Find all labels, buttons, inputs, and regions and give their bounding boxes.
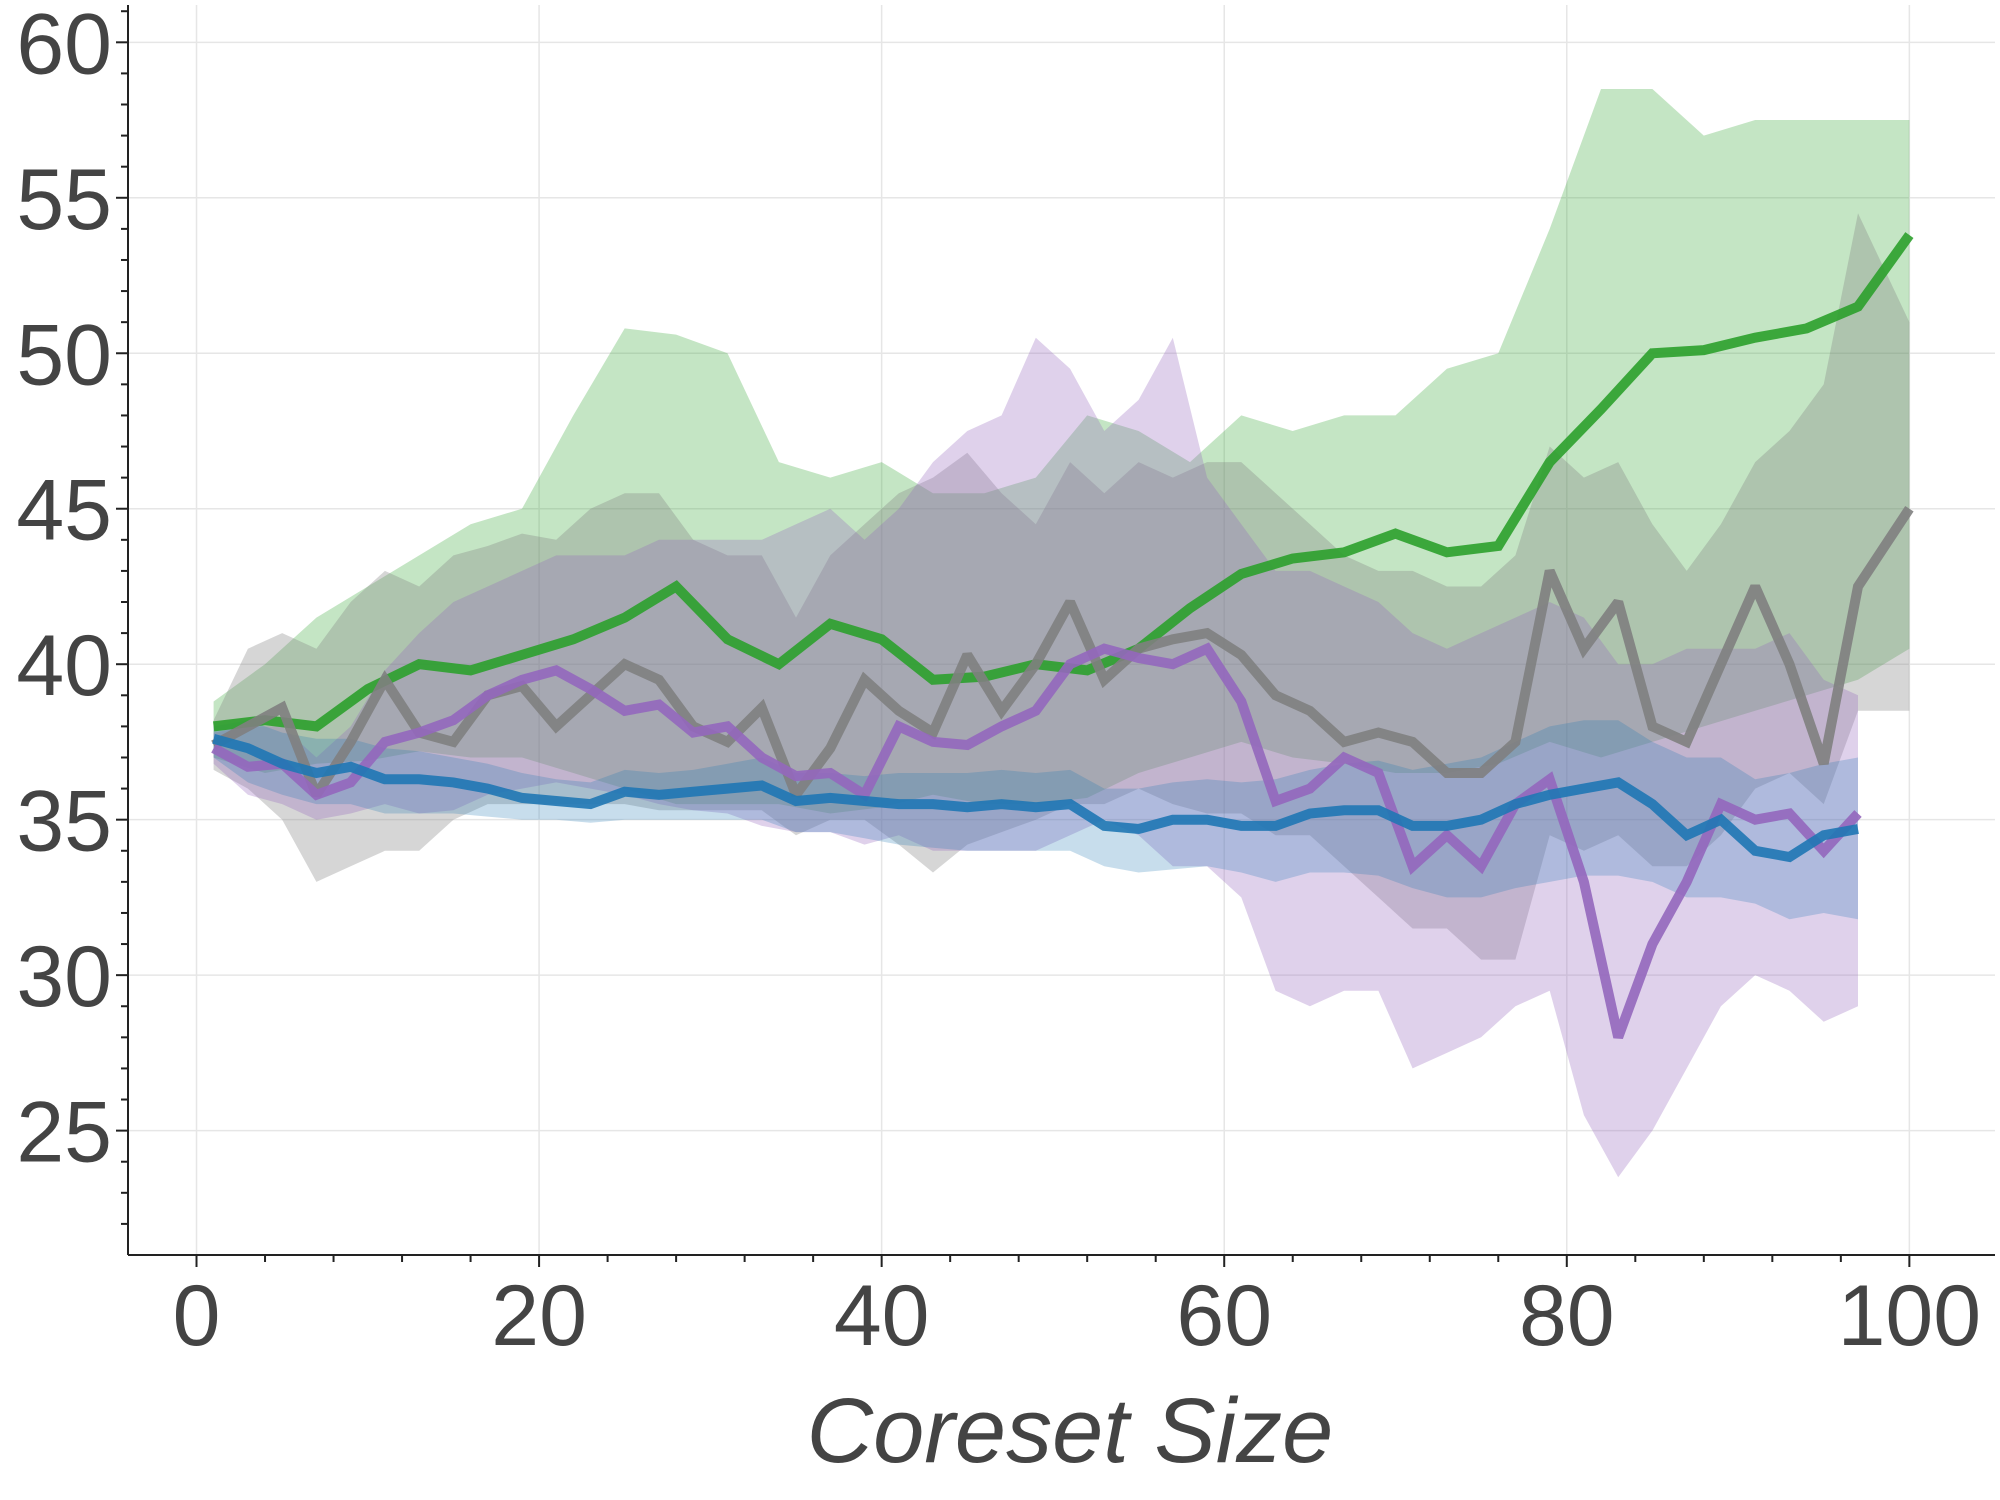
series-band-0 bbox=[213, 89, 1910, 814]
x-tick-label: 100 bbox=[1838, 1268, 1982, 1364]
axes bbox=[116, 5, 1995, 1267]
series-line-0 bbox=[213, 232, 1914, 732]
y-tick-label: 25 bbox=[16, 1085, 112, 1181]
series-band-2 bbox=[213, 337, 1859, 1178]
x-tick-label: 20 bbox=[491, 1268, 587, 1364]
y-tick-label: 45 bbox=[16, 463, 112, 559]
x-axis-label: Coreset Size bbox=[807, 1380, 1334, 1482]
y-tick-label: 30 bbox=[16, 929, 112, 1025]
series-lines bbox=[211, 232, 1914, 1040]
y-tick-label: 35 bbox=[16, 774, 112, 870]
x-tick-label: 80 bbox=[1519, 1268, 1615, 1364]
x-tick-label: 40 bbox=[834, 1268, 930, 1364]
series-line-3 bbox=[212, 733, 1859, 863]
y-tick-label: 50 bbox=[16, 307, 112, 403]
tick-labels: 0 20 40 60 80 100 25 30 35 40 45 50 55 60 bbox=[16, 0, 1981, 1364]
y-tick-label: 55 bbox=[16, 152, 112, 248]
x-tick-label: 0 bbox=[173, 1268, 221, 1364]
series-line-2 bbox=[211, 642, 1862, 1040]
x-tick-label: 60 bbox=[1176, 1268, 1272, 1364]
y-tick-label: 60 bbox=[16, 0, 112, 92]
y-tick-label: 40 bbox=[16, 618, 112, 714]
